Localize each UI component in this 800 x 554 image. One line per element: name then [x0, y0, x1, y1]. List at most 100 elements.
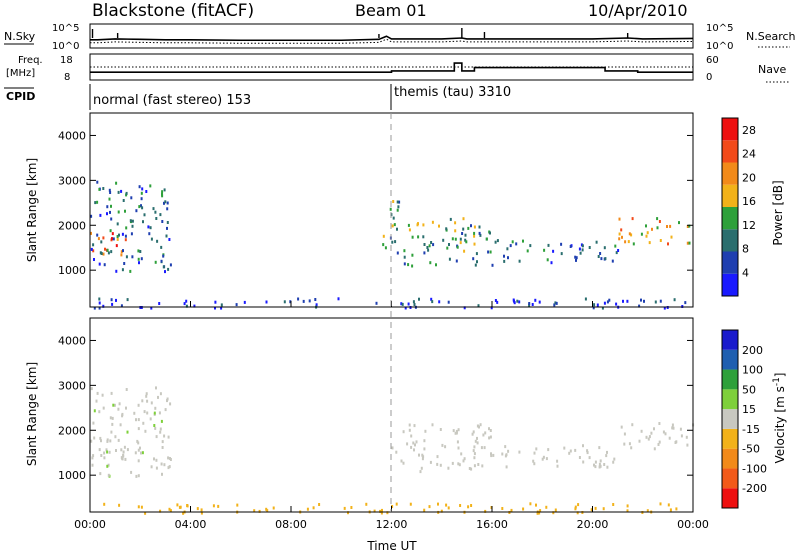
power-echo [185, 299, 188, 303]
velocity-echo [467, 505, 470, 509]
velocity-echo [671, 426, 674, 430]
velocity-echo [91, 463, 94, 467]
power-echo [430, 241, 433, 244]
power-echo [494, 299, 497, 302]
power-echo [489, 231, 491, 235]
power-echo [503, 254, 505, 258]
power-echo [593, 303, 596, 307]
power-echo [560, 242, 563, 246]
velocity-echo [143, 410, 146, 414]
power-echo [547, 243, 550, 247]
power-echo [131, 255, 134, 259]
power-echo [160, 259, 163, 263]
power-echo [640, 298, 642, 302]
velocity-echo [168, 465, 171, 469]
noise-left-tick-top: 10^5 [52, 23, 79, 34]
power-echo [538, 300, 541, 304]
power-echo [161, 220, 164, 223]
power-echo [626, 299, 629, 303]
x-axis: 00:00 04:00 08:00 12:00 16:00 20:00 00:00 [74, 301, 709, 531]
power-echo [138, 261, 140, 265]
power-echo [108, 188, 111, 192]
velocity-echo [535, 503, 537, 507]
velocity-echo [420, 466, 423, 470]
power-echo [401, 302, 404, 306]
velocity-echo [200, 511, 203, 515]
power-echo [120, 250, 123, 254]
power-echo [615, 302, 618, 306]
velocity-echo [96, 391, 99, 395]
x-tick-label: 00:00 [677, 518, 709, 531]
y-tick-label: 2000 [58, 424, 86, 437]
power-echo [560, 252, 563, 256]
power-echo [168, 238, 171, 241]
power-echo [496, 300, 499, 304]
velocity-echo [125, 406, 127, 410]
velocity-echo [623, 432, 626, 436]
power-echo [448, 243, 450, 246]
power-echo [152, 207, 155, 211]
power-echo [92, 243, 95, 247]
velocity-echo [631, 423, 634, 427]
velocity-echo [458, 463, 461, 467]
power-echo [684, 301, 687, 305]
velocity-echo [107, 463, 110, 467]
power-echo [404, 306, 407, 310]
power-echo [149, 184, 152, 188]
power-echo [392, 216, 395, 220]
power-echo [686, 225, 689, 228]
power-echo [552, 249, 555, 253]
power-echo [461, 232, 464, 235]
velocity-echo [489, 429, 492, 432]
power-echo [581, 244, 584, 248]
velocity-colorbar-tick: -15 [742, 423, 760, 436]
velocity-echo [121, 457, 124, 461]
power-echo [162, 254, 165, 258]
power-echo [442, 238, 445, 242]
velocity-echo [423, 447, 426, 451]
power-echo [375, 301, 378, 305]
power-echo [403, 262, 406, 266]
velocity-echo [473, 464, 476, 468]
power-echo [670, 235, 673, 239]
power-echo [678, 221, 680, 225]
velocity-echo [150, 465, 153, 469]
velocity-echo [480, 446, 483, 450]
velocity-colorbar-segment [722, 349, 738, 370]
power-echo [116, 235, 119, 238]
velocity-echo [476, 424, 479, 428]
velocity-echo [265, 507, 268, 511]
velocity-echo [447, 506, 450, 510]
velocity-echo [556, 464, 559, 468]
x-tick-label: 08:00 [275, 518, 307, 531]
power-echo [449, 217, 452, 221]
velocity-echo [646, 509, 649, 513]
power-echo [161, 194, 164, 198]
velocity-echo [155, 386, 157, 390]
velocity-echo [312, 506, 315, 510]
power-echo [123, 262, 126, 265]
power-echo [489, 250, 492, 254]
velocity-echo [444, 445, 447, 449]
power-echo [599, 252, 602, 255]
power-echo [459, 241, 462, 245]
velocity-echo [574, 505, 577, 509]
power-echo [438, 300, 441, 304]
velocity-echo [484, 431, 487, 435]
velocity-echo [365, 502, 368, 506]
power-echo [428, 244, 431, 248]
power-echo [659, 239, 662, 242]
velocity-echo [451, 461, 454, 465]
velocity-echo [110, 391, 113, 395]
velocity-echo [421, 457, 424, 461]
velocity-echo [468, 467, 471, 470]
power-echo [487, 250, 490, 254]
power-echo [528, 302, 531, 305]
power-echo [574, 255, 577, 259]
power-echo [418, 297, 420, 301]
velocity-echo [400, 459, 403, 463]
velocity-echo [167, 466, 170, 470]
power-y-axis: 1000 2000 3000 4000 [58, 129, 693, 277]
power-echo [596, 303, 599, 307]
power-echo [423, 243, 426, 246]
